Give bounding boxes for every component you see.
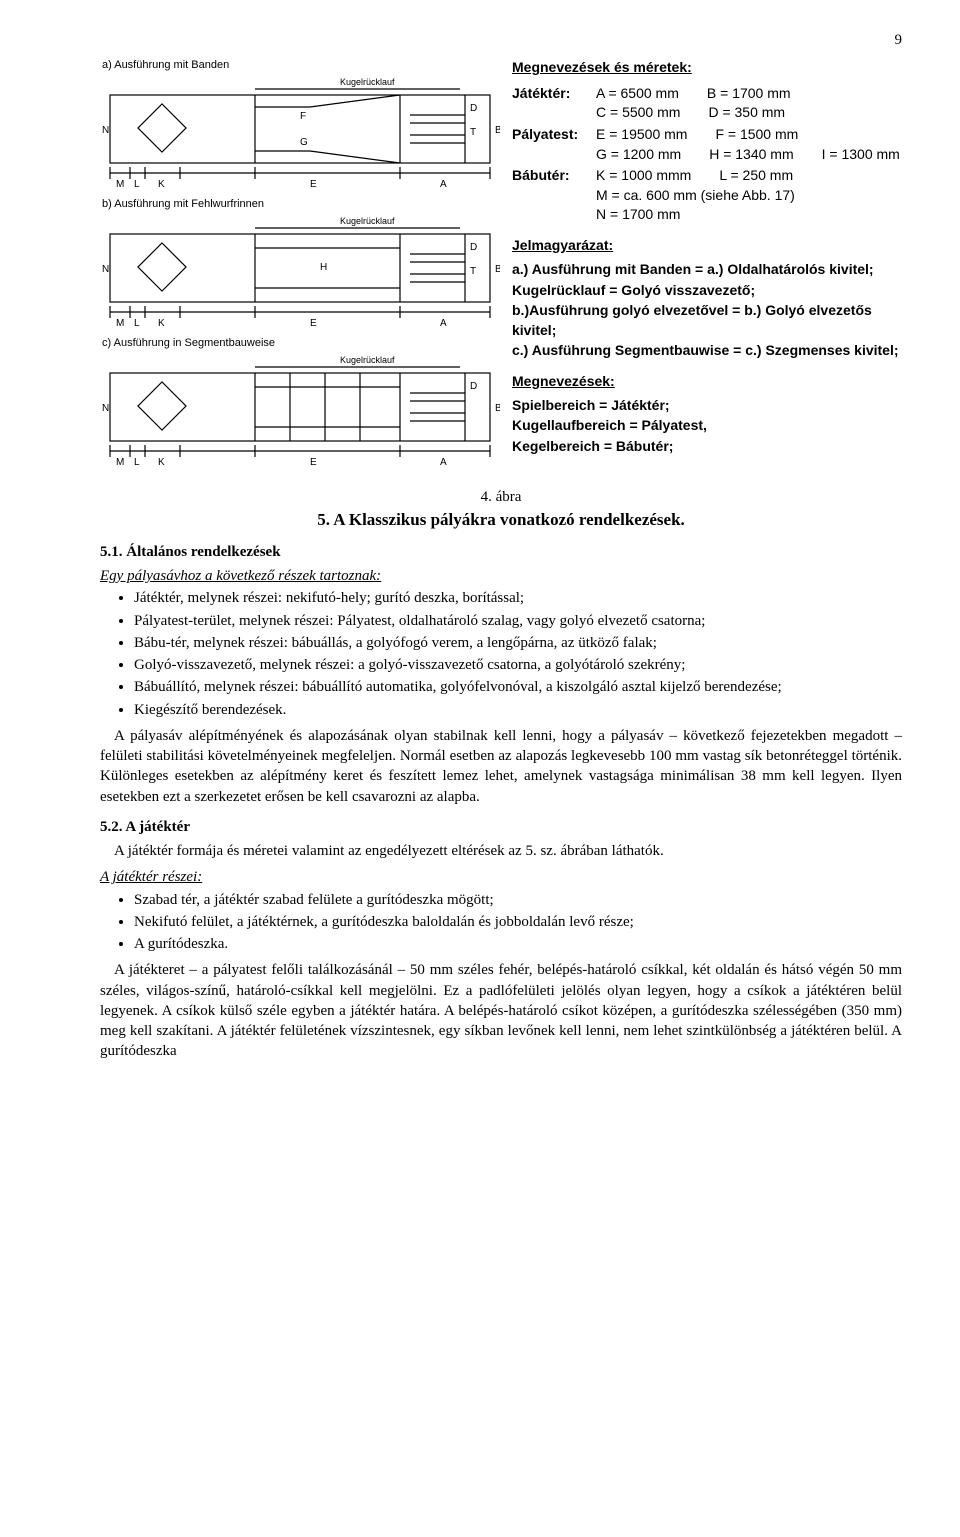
legend-line: c.) Ausführung Segmentbauwise = c.) Szeg… xyxy=(512,340,902,360)
list-item: Kiegészítő berendezések. xyxy=(134,700,902,720)
diagram-b-caption: b) Ausführung mit Fehlwurfrinnen xyxy=(102,197,500,212)
spec-value: G = 1200 mm xyxy=(596,145,681,165)
legend-line: b.)Ausführung golyó elvezetővel = b.) Go… xyxy=(512,300,902,341)
section-5-title: 5. A Klasszikus pályákra vonatkozó rende… xyxy=(100,509,902,532)
s51-intro: Egy pályasávhoz a következő részek tarto… xyxy=(100,566,902,586)
svg-text:D: D xyxy=(470,103,477,114)
svg-text:L: L xyxy=(134,318,140,329)
figure-caption: 4. ábra xyxy=(100,487,902,507)
s52-p1: A játéktér formája és méretei valamint a… xyxy=(100,841,902,861)
spec-label: Pályatest: xyxy=(512,125,596,164)
svg-text:B: B xyxy=(495,125,500,136)
svg-text:N: N xyxy=(102,403,109,414)
spec-value: F = 1500 mm xyxy=(715,125,798,145)
s52-bullets: Szabad tér, a játéktér szabad felülete a… xyxy=(100,890,902,955)
spec-value: H = 1340 mm xyxy=(709,145,793,165)
svg-text:B: B xyxy=(495,403,500,414)
list-item: Bábuállító, melynek részei: bábuállító a… xyxy=(134,677,902,697)
legend-heading: Jelmagyarázat: xyxy=(512,235,902,255)
svg-text:K: K xyxy=(158,318,165,329)
spec-heading: Megnevezések és méretek: xyxy=(512,58,902,78)
spec-value: I = 1300 mm xyxy=(822,145,900,165)
svg-text:A: A xyxy=(440,457,447,468)
list-item: A gurítódeszka. xyxy=(134,934,902,954)
svg-text:K: K xyxy=(158,179,165,190)
s52-p2: A játékteret – a pályatest felőli találk… xyxy=(100,960,902,1061)
svg-text:Kugelrücklauf: Kugelrücklauf xyxy=(340,355,395,365)
svg-text:Kugelrücklauf: Kugelrücklauf xyxy=(340,216,395,226)
diagram-c: Kugelrücklauf D B xyxy=(100,353,500,473)
legend-line: Kegelbereich = Bábutér; xyxy=(512,436,902,456)
spec-value: B = 1700 mm xyxy=(707,84,791,104)
figure-block: a) Ausführung mit Banden Kugelrücklauf F… xyxy=(100,56,902,473)
diagram-a-caption: a) Ausführung mit Banden xyxy=(102,58,500,73)
svg-text:L: L xyxy=(134,457,140,468)
list-item: Bábu-tér, melynek részei: bábuállás, a g… xyxy=(134,633,902,653)
spec-value: K = 1000 mmm xyxy=(596,166,691,186)
page-number: 9 xyxy=(100,30,902,50)
diagram-a: Kugelrücklauf F G D T B xyxy=(100,75,500,195)
spec-label: Bábutér: xyxy=(512,166,596,225)
legend-heading-2: Megnevezések: xyxy=(512,371,902,391)
svg-text:N: N xyxy=(102,125,109,136)
spec-value: N = 1700 mm xyxy=(596,205,680,225)
diagram-c-caption: c) Ausführung in Segmentbauweise xyxy=(102,336,500,351)
legend-line: Spielbereich = Játéktér; xyxy=(512,395,902,415)
svg-text:N: N xyxy=(102,264,109,275)
subheading-5-2: 5.2. A játéktér xyxy=(100,817,902,837)
spec-block: Megnevezések és méretek: Játéktér:A = 65… xyxy=(512,58,902,225)
svg-text:F: F xyxy=(300,111,306,122)
list-item: Golyó-visszavezető, melynek részei: a go… xyxy=(134,655,902,675)
svg-text:M: M xyxy=(116,318,124,329)
subheading-5-1: 5.1. Általános rendelkezések xyxy=(100,542,902,562)
legend-block: Jelmagyarázat: a.) Ausführung mit Banden… xyxy=(512,235,902,456)
s52-sub: A játéktér részei: xyxy=(100,867,902,887)
spec-row: Játéktér:A = 6500 mm B = 1700 mm C = 5500 … xyxy=(512,84,902,123)
svg-text:A: A xyxy=(440,179,447,190)
spec-value: A = 6500 mm xyxy=(596,84,679,104)
spec-label: Játéktér: xyxy=(512,84,596,123)
spec-and-legend: Megnevezések és méretek: Játéktér:A = 65… xyxy=(512,56,902,456)
svg-text:K: K xyxy=(158,457,165,468)
spec-values: E = 19500 mm F = 1500 mm G = 1200 mm H = 13… xyxy=(596,125,902,164)
spec-value: C = 5500 mm xyxy=(596,103,680,123)
list-item: Pályatest-terület, melynek részei: Pálya… xyxy=(134,611,902,631)
spec-value: M = ca. 600 mm (siehe Abb. 17) xyxy=(596,186,795,206)
legend-line: Kugelrücklauf = Golyó visszavezető; xyxy=(512,280,902,300)
list-item: Nekifutó felület, a játéktérnek, a gurít… xyxy=(134,912,902,932)
spec-value: D = 350 mm xyxy=(708,103,785,123)
svg-text:L: L xyxy=(134,179,140,190)
svg-text:D: D xyxy=(470,242,477,253)
legend-line: Kugellaufbereich = Pályatest, xyxy=(512,415,902,435)
svg-text:G: G xyxy=(300,137,308,148)
spec-row: Bábutér:K = 1000 mmm L = 250 mmM = ca. 60… xyxy=(512,166,902,225)
spec-value: E = 19500 mm xyxy=(596,125,687,145)
svg-text:B: B xyxy=(495,264,500,275)
s51-para: A pályasáv alépítményének és alapozásána… xyxy=(100,726,902,807)
spec-value: L = 250 mm xyxy=(719,166,793,186)
svg-text:M: M xyxy=(116,179,124,190)
svg-text:H: H xyxy=(320,262,327,273)
list-item: Játéktér, melynek részei: nekifutó-hely;… xyxy=(134,588,902,608)
diagram-b: Kugelrücklauf H D T B xyxy=(100,214,500,334)
list-item: Szabad tér, a játéktér szabad felülete a… xyxy=(134,890,902,910)
spec-values: K = 1000 mmm L = 250 mmM = ca. 600 mm (si… xyxy=(596,166,902,225)
svg-text:E: E xyxy=(310,457,317,468)
svg-text:E: E xyxy=(310,179,317,190)
svg-text:T: T xyxy=(470,266,476,277)
svg-text:D: D xyxy=(470,381,477,392)
svg-text:E: E xyxy=(310,318,317,329)
s51-bullets: Játéktér, melynek részei: nekifutó-hely;… xyxy=(100,588,902,720)
svg-text:T: T xyxy=(470,127,476,138)
svg-text:M: M xyxy=(116,457,124,468)
spec-values: A = 6500 mm B = 1700 mm C = 5500 mm D = 350… xyxy=(596,84,902,123)
lane-diagrams: a) Ausführung mit Banden Kugelrücklauf F… xyxy=(100,56,500,473)
spec-row: Pályatest:E = 19500 mm F = 1500 mm G = 120… xyxy=(512,125,902,164)
kugel-return-label: Kugelrücklauf xyxy=(340,77,395,87)
svg-text:A: A xyxy=(440,318,447,329)
legend-line: a.) Ausführung mit Banden = a.) Oldalhat… xyxy=(512,259,902,279)
